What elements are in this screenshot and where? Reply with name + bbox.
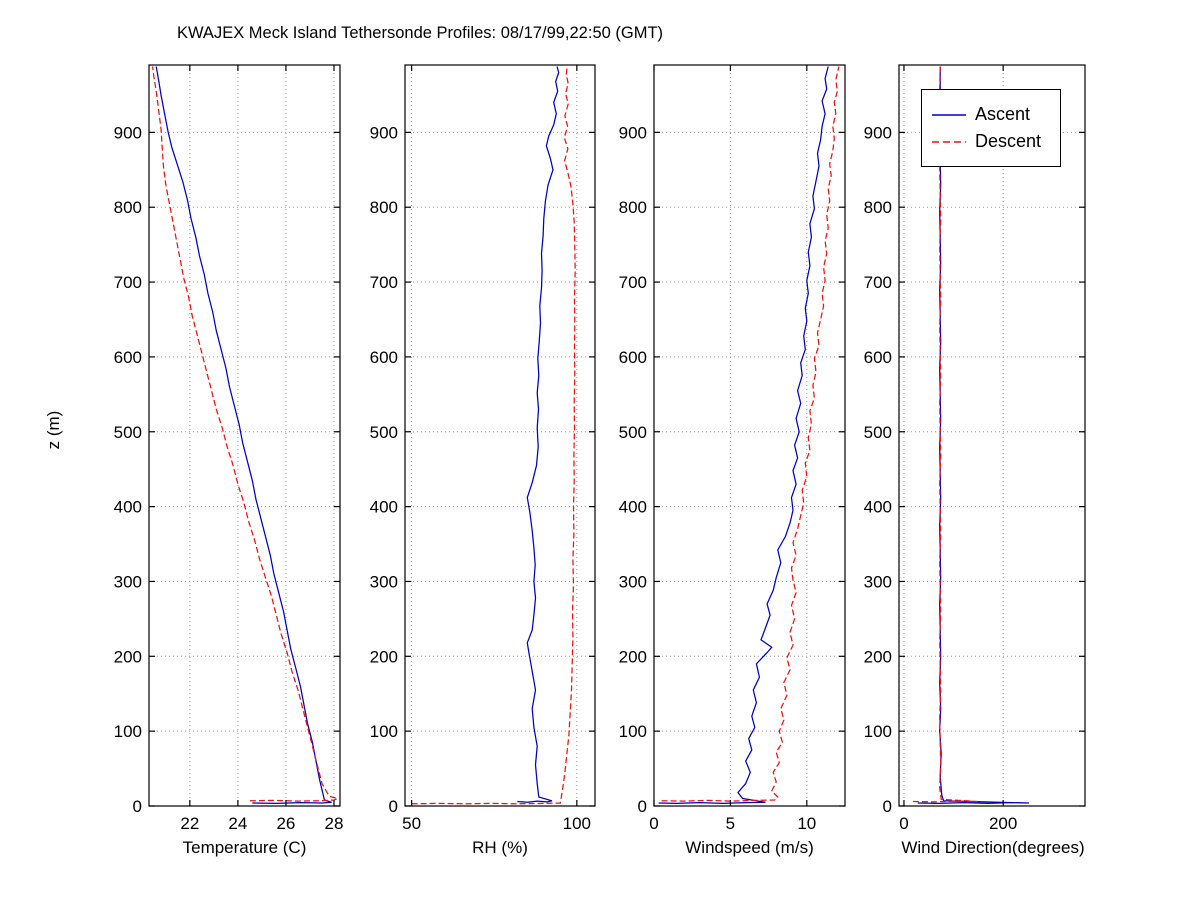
y-tick-label: 900 <box>370 123 398 142</box>
y-tick-label: 100 <box>864 722 892 741</box>
y-tick-label: 600 <box>370 348 398 367</box>
axes-box-wind-direction <box>898 64 1086 807</box>
ascent-line-sample <box>932 113 966 116</box>
x-tick-label: 5 <box>726 814 735 833</box>
x-tick-label: 26 <box>276 814 295 833</box>
y-tick-label: 500 <box>619 423 647 442</box>
y-tick-label: 600 <box>619 348 647 367</box>
y-tick-label: 300 <box>114 572 142 591</box>
y-tick-label: 300 <box>619 572 647 591</box>
y-tick-label: 0 <box>389 797 398 816</box>
ascent-line-wind-direction <box>917 66 1030 805</box>
axes-box-temperature <box>148 64 341 807</box>
y-tick-label: 400 <box>370 498 398 517</box>
descent-line-temperature <box>151 66 340 802</box>
y-tick-label: 300 <box>370 572 398 591</box>
legend-label-descent: Descent <box>975 131 1042 151</box>
ascent-line-windspeed <box>658 66 829 805</box>
y-tick-label: 500 <box>370 423 398 442</box>
y-tick-label: 100 <box>114 722 142 741</box>
axes-box-rh <box>404 64 596 807</box>
y-tick-label: 400 <box>114 498 142 517</box>
y-tick-label: 800 <box>864 198 892 217</box>
y-tick-label: 700 <box>114 273 142 292</box>
y-tick-label: 500 <box>114 423 142 442</box>
legend-entry-ascent: Ascent <box>930 104 1060 125</box>
y-tick-label: 900 <box>864 123 892 142</box>
y-tick-label: 500 <box>864 423 892 442</box>
x-tick-label: 0 <box>899 814 908 833</box>
x-tick-label: 10 <box>797 814 816 833</box>
y-tick-label: 200 <box>370 647 398 666</box>
x-tick-label: 28 <box>325 814 344 833</box>
x-tick-label: 50 <box>402 814 421 833</box>
y-tick-label: 800 <box>370 198 398 217</box>
y-tick-label: 200 <box>619 647 647 666</box>
legend-label-ascent: Ascent <box>975 104 1031 124</box>
y-tick-label: 700 <box>864 273 892 292</box>
legend-entry-descent: Descent <box>930 131 1060 152</box>
y-tick-label: 900 <box>619 123 647 142</box>
axes-box-windspeed <box>653 64 846 807</box>
y-tick-label: 0 <box>133 797 142 816</box>
y-tick-label: 800 <box>619 198 647 217</box>
y-tick-label: 400 <box>864 498 892 517</box>
y-tick-label: 900 <box>114 123 142 142</box>
x-tick-label: 22 <box>180 814 199 833</box>
y-tick-label: 200 <box>114 647 142 666</box>
x-tick-label: 100 <box>563 814 591 833</box>
chart-title: KWAJEX Meck Island Tethersonde Profiles:… <box>176 24 664 42</box>
x-axis-label-wind-direction: Wind Direction(degrees) <box>901 838 1085 857</box>
y-tick-label: 600 <box>114 348 142 367</box>
y-tick-label: 200 <box>864 647 892 666</box>
x-tick-label: 24 <box>228 814 247 833</box>
ascent-line-rh <box>517 66 560 803</box>
y-tick-label: 800 <box>114 198 142 217</box>
y-tick-label: 400 <box>619 498 647 517</box>
x-axis-label-rh: RH (%) <box>472 838 528 857</box>
x-tick-label: 200 <box>989 814 1017 833</box>
ascent-line-temperature <box>155 66 332 805</box>
descent-line-sample <box>932 140 966 143</box>
y-tick-label: 600 <box>864 348 892 367</box>
y-tick-label: 0 <box>638 797 647 816</box>
y-axis-label: z (m) <box>44 410 63 450</box>
descent-line-windspeed <box>661 66 840 802</box>
descent-line-rh <box>411 66 576 805</box>
x-tick-label: 0 <box>649 814 658 833</box>
y-tick-label: 700 <box>619 273 647 292</box>
x-axis-label-windspeed: Windspeed (m/s) <box>685 838 814 857</box>
y-tick-label: 100 <box>619 722 647 741</box>
y-tick-label: 700 <box>370 273 398 292</box>
x-axis-label-temperature: Temperature (C) <box>182 838 307 857</box>
y-tick-label: 300 <box>864 572 892 591</box>
descent-line-wind-direction <box>912 66 978 803</box>
y-tick-label: 100 <box>370 722 398 741</box>
legend: Ascent Descent <box>921 89 1061 167</box>
y-tick-label: 0 <box>883 797 892 816</box>
